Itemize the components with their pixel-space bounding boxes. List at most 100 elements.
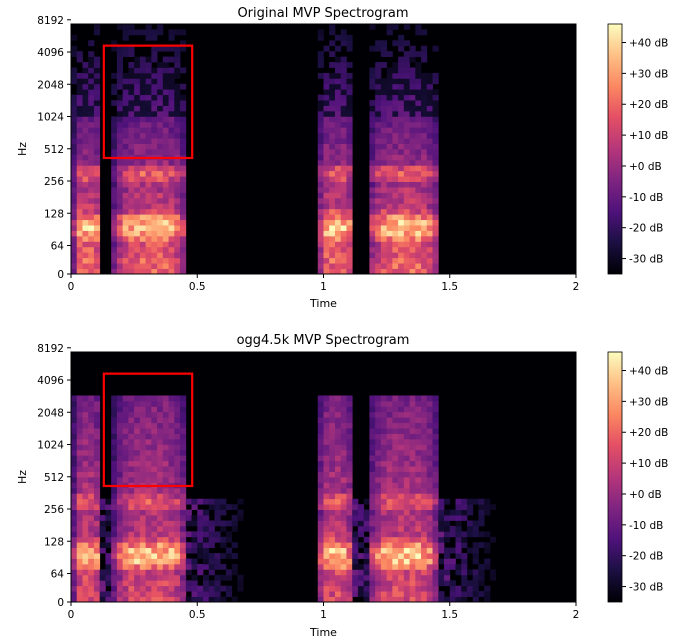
spectrogram-cell: [329, 438, 336, 445]
spectrogram-cell: [369, 471, 376, 478]
spectrogram-cell: [180, 580, 187, 587]
spectrogram-cell: [111, 127, 118, 134]
spectrogram-cell: [174, 170, 181, 177]
spectrogram-cell: [88, 110, 95, 117]
spectrogram-cell: [403, 509, 410, 516]
spectrogram-cell: [323, 143, 330, 150]
spectrogram-cell: [180, 477, 187, 483]
spectrogram-cell: [346, 241, 353, 248]
spectrogram-cell: [329, 460, 336, 467]
spectrogram-cell: [380, 574, 388, 581]
spectrogram-cell: [145, 252, 152, 259]
spectrogram-cell: [340, 558, 347, 565]
spectrogram-cell: [346, 525, 353, 532]
spectrogram-cell: [432, 187, 439, 193]
spectrogram-cell: [168, 493, 175, 500]
spectrogram-cell: [323, 165, 330, 172]
spectrogram-cell: [128, 417, 135, 424]
spectrogram-cell: [317, 411, 324, 418]
spectrogram-cell: [329, 585, 336, 592]
spectrogram-cell: [111, 515, 118, 521]
spectrogram-cell: [340, 400, 347, 407]
spectrogram-cell: [145, 466, 152, 472]
spectrogram-cell: [346, 45, 353, 52]
spectrogram-cell: [180, 257, 187, 264]
spectrogram-cell: [71, 192, 78, 199]
spectrogram-cell: [145, 558, 152, 565]
spectrogram-cell: [323, 438, 330, 445]
spectrogram-cell: [386, 246, 393, 253]
spectrogram-cell: [369, 24, 376, 30]
spectrogram-cell: [409, 422, 416, 429]
spectrogram-cell: [323, 520, 330, 527]
spectrogram-cell: [214, 531, 221, 538]
spectrogram-cell: [426, 417, 433, 424]
spectrogram-cell: [180, 498, 187, 505]
spectrogram-cell: [369, 569, 376, 576]
spectrogram-cell: [421, 214, 428, 221]
spectrogram-cell: [409, 531, 416, 538]
spectrogram-cell: [334, 225, 342, 231]
spectrogram-cell: [369, 214, 376, 221]
spectrogram-cell: [398, 40, 405, 47]
spectrogram-cell: [455, 569, 462, 576]
spectrogram-cell: [128, 531, 135, 538]
spectrogram-cell: [162, 531, 169, 538]
spectrogram-cell: [340, 121, 347, 128]
spectrogram-cell: [88, 208, 95, 215]
spectrogram-cell: [403, 493, 410, 500]
spectrogram-cell: [357, 574, 365, 581]
spectrogram-cell: [398, 214, 405, 221]
spectrogram-cell: [122, 547, 129, 554]
spectrogram-cell: [116, 542, 124, 549]
colorbar-tick-label: +20 dB: [629, 427, 668, 439]
spectrogram-cell: [323, 487, 330, 494]
spectrogram-cell: [122, 45, 129, 52]
spectrogram-cell: [76, 116, 83, 123]
spectrogram-cell: [323, 525, 330, 532]
spectrogram-cell: [151, 417, 158, 424]
spectrogram-cell: [386, 542, 393, 549]
spectrogram-cell: [472, 531, 479, 538]
spectrogram-cell: [82, 181, 89, 188]
spectrogram-cell: [340, 252, 347, 259]
spectrogram-cell: [352, 591, 359, 597]
spectrogram-cell: [214, 585, 221, 592]
spectrogram-cell: [162, 208, 169, 215]
spectrogram-cell: [415, 411, 422, 418]
spectrogram-cell: [432, 444, 439, 451]
spectrogram-cell: [82, 428, 89, 434]
spectrogram-cell: [421, 460, 428, 467]
spectrogram-cell: [168, 558, 175, 565]
spectrogram-cell: [116, 460, 124, 467]
spectrogram-cell: [392, 181, 399, 188]
spectrogram-cell: [116, 62, 124, 68]
spectrogram-cell: [334, 509, 342, 516]
spectrogram-cell: [403, 482, 410, 489]
spectrogram-cell: [432, 417, 439, 424]
spectrogram-cell: [88, 596, 95, 603]
spectrogram-cell: [116, 585, 124, 592]
spectrogram-cell: [403, 94, 410, 101]
spectrogram-cell: [415, 547, 422, 554]
spectrogram-cell: [88, 94, 95, 101]
spectrogram-cell: [76, 460, 83, 467]
spectrogram-cell: [93, 455, 101, 462]
spectrogram-cell: [380, 482, 388, 489]
spectrogram-cell: [111, 569, 118, 576]
spectrogram-cell: [122, 127, 129, 134]
spectrogram-cell: [134, 94, 141, 101]
spectrogram-cell: [128, 438, 135, 445]
spectrogram-cell: [421, 197, 428, 204]
spectrogram-cell: [409, 127, 416, 134]
spectrogram-cell: [426, 241, 433, 248]
spectrogram-cell: [369, 78, 376, 85]
spectrogram-cell: [139, 170, 146, 177]
spectrogram-cell: [122, 83, 129, 90]
spectrogram-cell: [157, 466, 164, 472]
spectrogram-cell: [409, 219, 416, 226]
y-tick-label: 0: [57, 269, 64, 281]
spectrogram-cell: [369, 165, 376, 172]
colorbar-tick-label: +30 dB: [629, 68, 668, 80]
spectrogram-cell: [151, 252, 158, 259]
